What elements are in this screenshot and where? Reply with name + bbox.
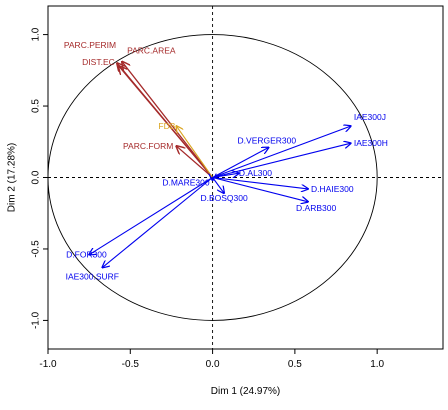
label-d-al300: D.AL300 [239,168,272,178]
vector-iae300j [212,126,351,179]
vector-d-haie300 [212,176,308,189]
x-tick-label: 0.5 [288,359,302,370]
x-tick-label: 0.0 [206,359,220,370]
vector-d-al300 [212,173,239,177]
label-iae300-surf: IAE300.SURF [66,272,119,282]
label-d-arb300: D.ARB300 [296,203,336,213]
vector-parc-form [176,146,214,178]
label-iae300h: IAE300H [354,138,388,148]
vector-parc-area [122,62,214,178]
vector-d-arb300 [212,176,308,202]
label-d-mare300: D.MARE300 [162,177,210,187]
vector-d-for300 [89,177,213,255]
y-tick-label: -1.0 [31,311,42,329]
x-tick-label: -0.5 [122,359,140,370]
vector-dist-ec [119,66,214,178]
label-parc-form: PARC.FORM [123,141,173,151]
x-tick-label: -1.0 [39,359,57,370]
vector-fdb [176,126,214,178]
label-parc-area: PARC.AREA [127,46,176,56]
vector-d-verger300 [212,147,269,178]
x-tick-label: 1.0 [370,359,384,370]
label-d-verger300: D.VERGER300 [238,135,297,145]
label-iae300j: IAE300J [354,112,386,122]
label-dist-ec: DIST.EC [82,57,115,67]
label-d-for300: D.FOR300 [66,250,107,260]
label-d-bosq300: D.BOSQ300 [200,193,248,203]
y-tick-label: 0.0 [31,170,42,184]
y-tick-label: 0.5 [31,99,42,113]
label-d-haie300: D.HAIE300 [311,184,354,194]
label-parc-perim: PARC.PERIM [64,40,116,50]
y-tick-label: 1.0 [31,27,42,41]
y-tick-label: -0.5 [31,240,42,258]
vector-iae300h [212,143,351,179]
vector-iae300-surf [102,177,213,268]
y-axis-label: Dim 2 (17.28%) [7,143,18,212]
x-axis-label: Dim 1 (24.97%) [211,386,280,397]
label-fdb: FDB [158,121,175,131]
